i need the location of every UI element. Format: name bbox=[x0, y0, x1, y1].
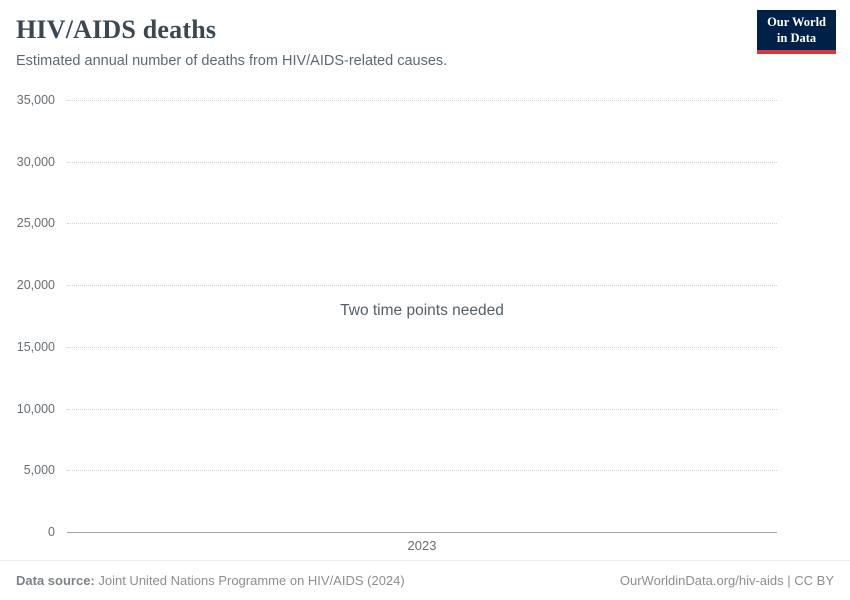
owid-logo-line1: Our World bbox=[767, 15, 826, 29]
data-source-label: Data source: bbox=[16, 573, 95, 588]
y-tick-label: 10,000 bbox=[16, 402, 55, 416]
y-tick-label: 0 bbox=[48, 525, 55, 539]
y-tick-label: 20,000 bbox=[16, 278, 55, 292]
owid-credit-link[interactable]: OurWorldinData.org/hiv-aids | CC BY bbox=[619, 573, 834, 588]
gridline bbox=[67, 469, 777, 471]
chart-footer: Data source: Joint United Nations Progra… bbox=[0, 560, 850, 600]
gridline bbox=[67, 284, 777, 286]
y-tick-label: 30,000 bbox=[16, 155, 55, 169]
gridline bbox=[67, 346, 777, 348]
owid-logo-line2: in Data bbox=[776, 30, 817, 45]
y-tick-label: 35,000 bbox=[16, 93, 55, 107]
gridline bbox=[67, 408, 777, 410]
owid-logo[interactable]: Our World in Data bbox=[757, 10, 836, 55]
gridline bbox=[67, 222, 777, 224]
data-source-value: Joint United Nations Programme on HIV/AI… bbox=[94, 573, 405, 588]
x-tick-label: 2023 bbox=[407, 538, 437, 553]
chart-subtitle: Estimated annual number of deaths from H… bbox=[16, 53, 448, 69]
empty-chart-message: Two time points needed bbox=[340, 302, 504, 319]
page-title: HIV/AIDS deaths bbox=[16, 15, 217, 44]
gridline bbox=[67, 99, 777, 101]
x-axis-line bbox=[67, 531, 777, 533]
y-tick-label: 25,000 bbox=[16, 216, 55, 230]
data-source: Data source: Joint United Nations Progra… bbox=[16, 573, 405, 588]
y-tick-label: 5,000 bbox=[23, 463, 55, 477]
y-tick-label: 15,000 bbox=[16, 340, 55, 354]
gridline bbox=[67, 161, 777, 163]
